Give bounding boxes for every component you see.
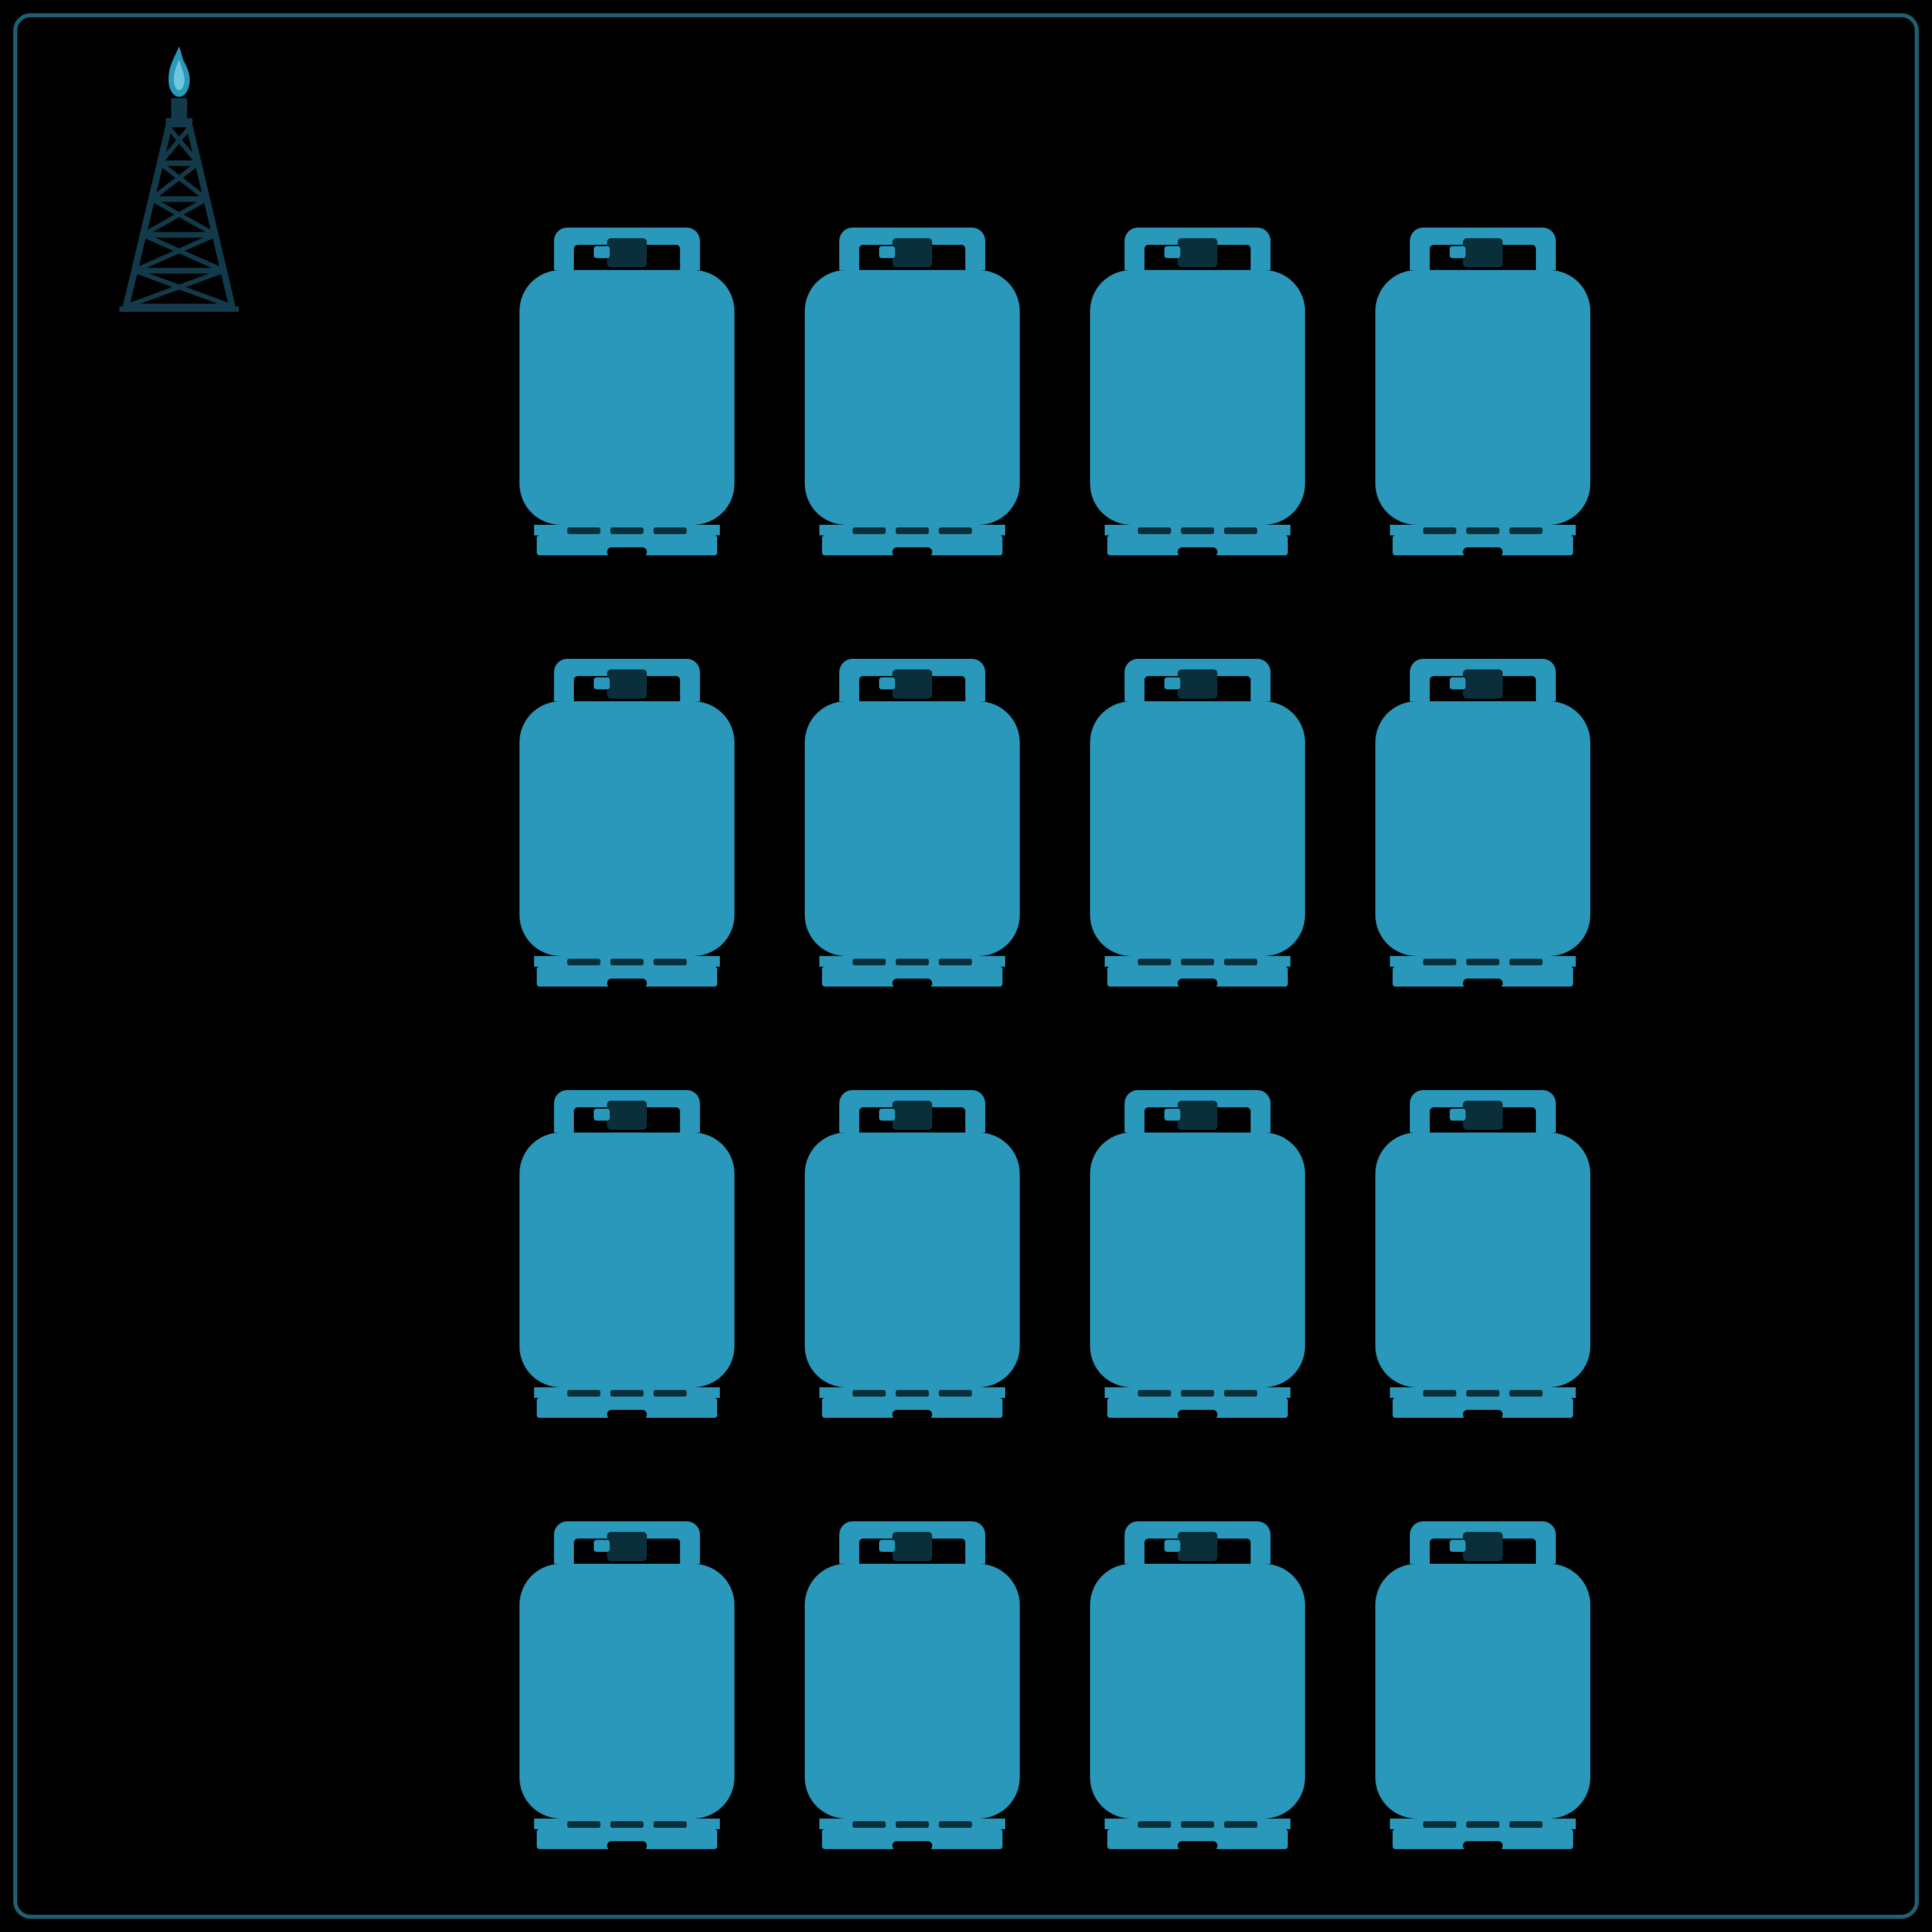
gas-cylinder-icon — [1340, 1466, 1625, 1898]
oil-derrick-icon — [113, 46, 245, 312]
gas-cylinder-icon — [770, 1035, 1055, 1466]
gas-cylinder-icon — [484, 604, 770, 1035]
gas-cylinder-icon — [1055, 172, 1340, 604]
gas-cylinder-icon — [484, 1035, 770, 1466]
gas-cylinder-icon — [484, 172, 770, 604]
gas-cylinder-icon — [770, 172, 1055, 604]
gas-cylinder-icon — [1340, 172, 1625, 604]
gas-cylinder-icon — [770, 604, 1055, 1035]
gas-cylinder-icon — [1055, 1466, 1340, 1898]
gas-cylinder-icon — [1340, 604, 1625, 1035]
gas-cylinder-icon — [484, 1466, 770, 1898]
gas-cylinder-icon — [1055, 604, 1340, 1035]
gas-cylinder-icon — [1055, 1035, 1340, 1466]
gas-cylinder-icon — [1340, 1035, 1625, 1466]
gas-cylinder-icon — [770, 1466, 1055, 1898]
gas-cylinder-grid — [484, 172, 1625, 1898]
